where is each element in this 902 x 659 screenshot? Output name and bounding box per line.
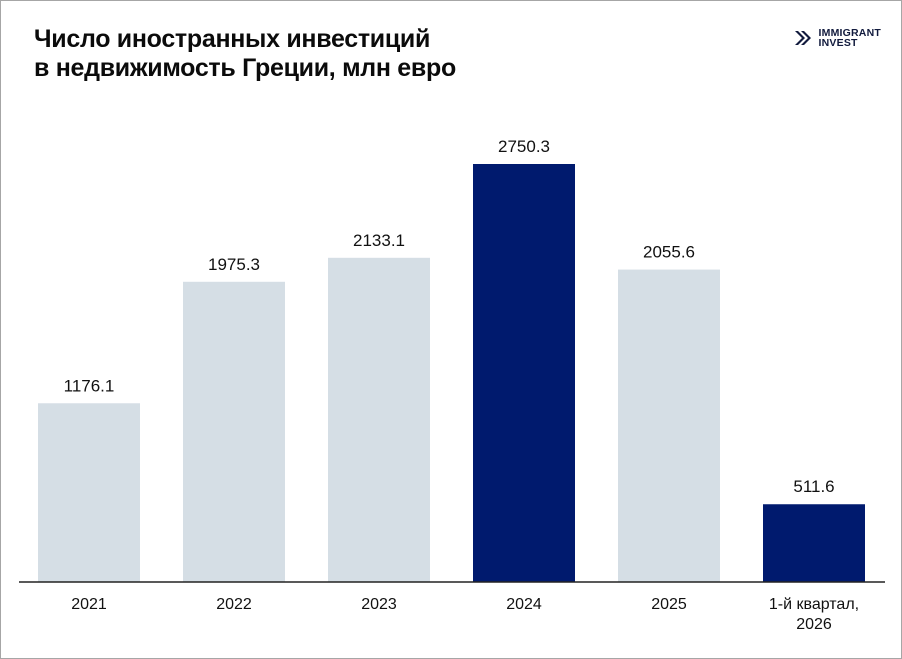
bar-value-label-0: 1176.1 <box>64 376 115 395</box>
chart-title: Число иностранных инвестиций в недвижимо… <box>34 25 456 83</box>
bar-value-label-4: 2055.6 <box>643 243 695 262</box>
bar-2 <box>328 257 430 582</box>
bar-value-label-3: 2750.3 <box>498 137 550 156</box>
x-tick-label-0: 2021 <box>71 596 107 613</box>
brand-logo: IMMIGRANT INVEST <box>793 28 881 48</box>
logo-text-line-2: INVEST <box>818 37 858 49</box>
bar-0 <box>38 403 140 582</box>
bar-value-label-5: 511.6 <box>793 477 834 496</box>
bar-value-label-1: 1975.3 <box>208 255 260 274</box>
bar-4 <box>618 269 720 582</box>
logo-text-line-1: IMMIGRANT <box>818 27 881 39</box>
x-tick-label-5-line-0: 1-й квартал, <box>769 596 859 613</box>
x-tick-label-3: 2024 <box>506 596 542 613</box>
bar-1 <box>183 281 285 582</box>
bar-5 <box>763 504 865 582</box>
x-tick-label-1: 2022 <box>216 596 252 613</box>
x-tick-labels: 2021 2022 2023 2024 2025 1-й квартал, 2026 <box>71 596 859 633</box>
title-line-2: в недвижимость Греции, млн евро <box>34 54 456 82</box>
double-chevron-logo-icon <box>794 31 811 45</box>
bar-3 <box>473 164 575 582</box>
x-tick-label-4: 2025 <box>651 596 687 613</box>
title-line-1: Число иностранных инвестиций <box>34 25 431 53</box>
x-tick-label-2: 2023 <box>361 596 397 613</box>
x-tick-label-5-line-1: 2026 <box>796 616 832 633</box>
bar-value-label-2: 2133.1 <box>353 231 405 250</box>
bars-group: 1176.1 1975.3 2133.1 2750.3 2055.6 511.6 <box>38 137 865 582</box>
